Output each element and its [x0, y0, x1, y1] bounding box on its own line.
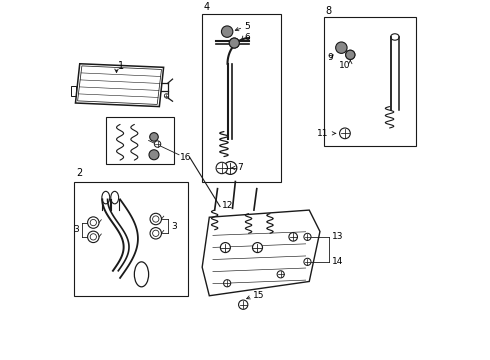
Text: 3: 3: [73, 225, 79, 234]
Circle shape: [149, 150, 159, 160]
Text: 9: 9: [327, 53, 333, 62]
Bar: [323, 17, 416, 146]
Text: 3: 3: [171, 222, 177, 231]
Text: 13: 13: [332, 232, 343, 241]
Circle shape: [229, 38, 239, 48]
Text: 8: 8: [325, 5, 331, 15]
Circle shape: [220, 243, 230, 253]
Circle shape: [277, 271, 284, 278]
Circle shape: [336, 42, 347, 53]
Bar: [106, 117, 173, 164]
Circle shape: [154, 141, 161, 147]
Circle shape: [224, 162, 237, 174]
Text: 16: 16: [180, 153, 192, 162]
Text: 14: 14: [332, 257, 343, 266]
Text: 15: 15: [253, 291, 265, 300]
Circle shape: [239, 300, 248, 309]
Circle shape: [340, 128, 350, 139]
Text: 11: 11: [318, 129, 329, 138]
Text: 7: 7: [237, 163, 243, 172]
Bar: [202, 14, 281, 181]
Circle shape: [223, 280, 231, 287]
Circle shape: [221, 26, 233, 37]
Circle shape: [345, 50, 355, 59]
Text: 6: 6: [245, 33, 250, 42]
Bar: [74, 181, 188, 296]
Circle shape: [304, 233, 311, 240]
Bar: [71, 86, 76, 96]
Text: 10: 10: [339, 61, 350, 70]
Text: 12: 12: [222, 201, 233, 210]
Circle shape: [150, 132, 158, 141]
Text: 5: 5: [245, 22, 250, 31]
Circle shape: [289, 233, 297, 241]
Text: 2: 2: [76, 168, 83, 178]
Circle shape: [216, 162, 227, 174]
Text: 1: 1: [118, 60, 124, 71]
Circle shape: [304, 258, 311, 265]
Circle shape: [252, 243, 263, 253]
Text: 4: 4: [204, 2, 210, 12]
Circle shape: [164, 94, 169, 98]
